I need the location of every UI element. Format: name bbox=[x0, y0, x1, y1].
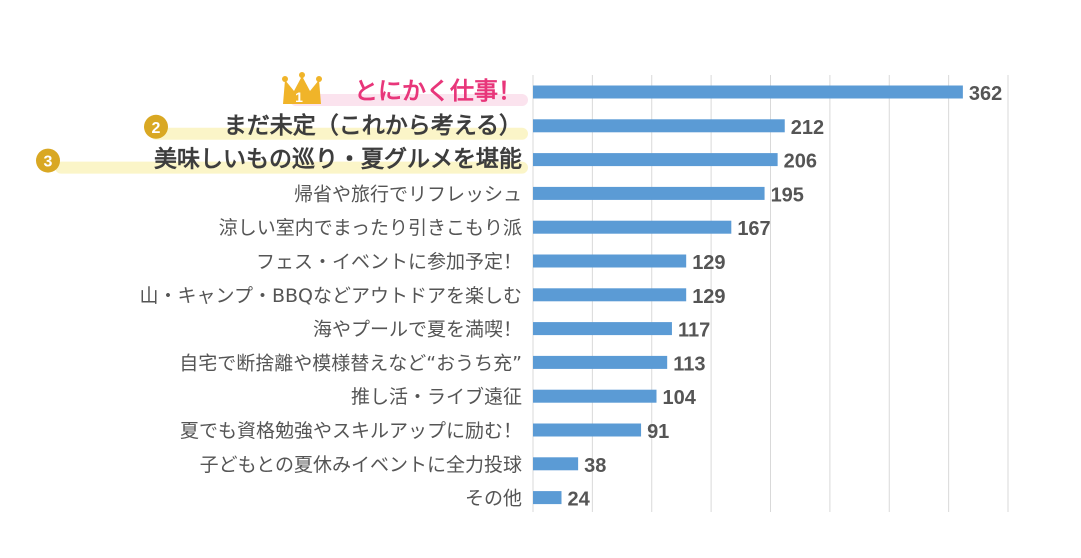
rank-badge-icon: 2 bbox=[144, 114, 168, 139]
category-label: その他 bbox=[465, 488, 522, 510]
bar bbox=[533, 355, 668, 369]
rank-badge-number: 2 bbox=[152, 120, 161, 137]
category-label: 子どもとの夏休みイベントに全力投球 bbox=[200, 454, 522, 476]
crown-shape bbox=[283, 76, 321, 104]
category-label: 涼しい室内でまったり引きこもり派 bbox=[219, 217, 522, 239]
bar bbox=[533, 254, 687, 268]
category-label: 海やプールで夏を満喫！ bbox=[313, 319, 522, 341]
category-label: 山・キャンプ・BBQなどアウトドアを楽しむ bbox=[140, 285, 522, 307]
label-highlight bbox=[55, 161, 528, 174]
value-label: 206 bbox=[784, 151, 817, 173]
bar bbox=[533, 423, 642, 437]
category-label: 夏でも資格勉強やスキルアップに励む！ bbox=[180, 420, 522, 442]
category-label: 推し活・ライブ遠征 bbox=[351, 385, 522, 408]
crown-jewel bbox=[282, 76, 288, 82]
value-label: 195 bbox=[771, 184, 804, 206]
rank-badge-number: 3 bbox=[44, 154, 53, 171]
bar bbox=[533, 119, 785, 133]
value-label: 212 bbox=[791, 117, 824, 139]
value-label: 167 bbox=[737, 218, 770, 240]
bar bbox=[533, 220, 732, 234]
label-highlight bbox=[150, 127, 528, 140]
bar bbox=[533, 288, 687, 302]
bar bbox=[533, 153, 778, 167]
rank-badge-circle bbox=[36, 148, 60, 173]
bar bbox=[533, 186, 765, 200]
value-label: 91 bbox=[647, 421, 669, 443]
value-label: 362 bbox=[969, 83, 1002, 105]
rank-1-number: 1 bbox=[295, 89, 303, 105]
bar bbox=[533, 389, 657, 403]
value-label: 113 bbox=[673, 353, 705, 375]
bar bbox=[533, 322, 672, 336]
category-label: 美味しいもの巡り・夏グルメを堪能 bbox=[154, 146, 522, 173]
bar bbox=[533, 457, 579, 471]
crown-icon: 1 bbox=[282, 72, 322, 105]
value-label: 38 bbox=[584, 455, 606, 477]
value-label: 129 bbox=[692, 252, 725, 274]
top3-highlights bbox=[55, 94, 528, 174]
bar bbox=[533, 491, 562, 505]
category-label: 帰省や旅行でリフレッシュ bbox=[294, 183, 522, 205]
bar bbox=[533, 85, 963, 99]
category-labels: とにかく仕事！ まだ未定（これから考える） 美味しいもの巡り・夏グルメを堪能帰省や旅… bbox=[140, 77, 522, 510]
category-label: 自宅で断捨離や模様替えなど“おうち充” bbox=[179, 352, 522, 374]
bars bbox=[533, 85, 963, 505]
category-label: まだ未定（これから考える） bbox=[224, 112, 522, 139]
crown-jewel bbox=[299, 72, 305, 78]
category-label: とにかく仕事！ bbox=[354, 77, 522, 105]
rank-badges: 1 2 3 bbox=[36, 72, 322, 173]
crown-jewel bbox=[316, 76, 322, 82]
label-highlight bbox=[290, 94, 528, 106]
value-label: 104 bbox=[663, 387, 697, 409]
value-label: 24 bbox=[568, 489, 591, 511]
rank-badge-circle bbox=[144, 114, 168, 139]
category-label: フェス・イベントに参加予定！ bbox=[256, 251, 522, 273]
value-label: 117 bbox=[678, 320, 710, 342]
rank-badge-icon: 3 bbox=[36, 148, 60, 173]
value-label: 129 bbox=[692, 286, 725, 308]
